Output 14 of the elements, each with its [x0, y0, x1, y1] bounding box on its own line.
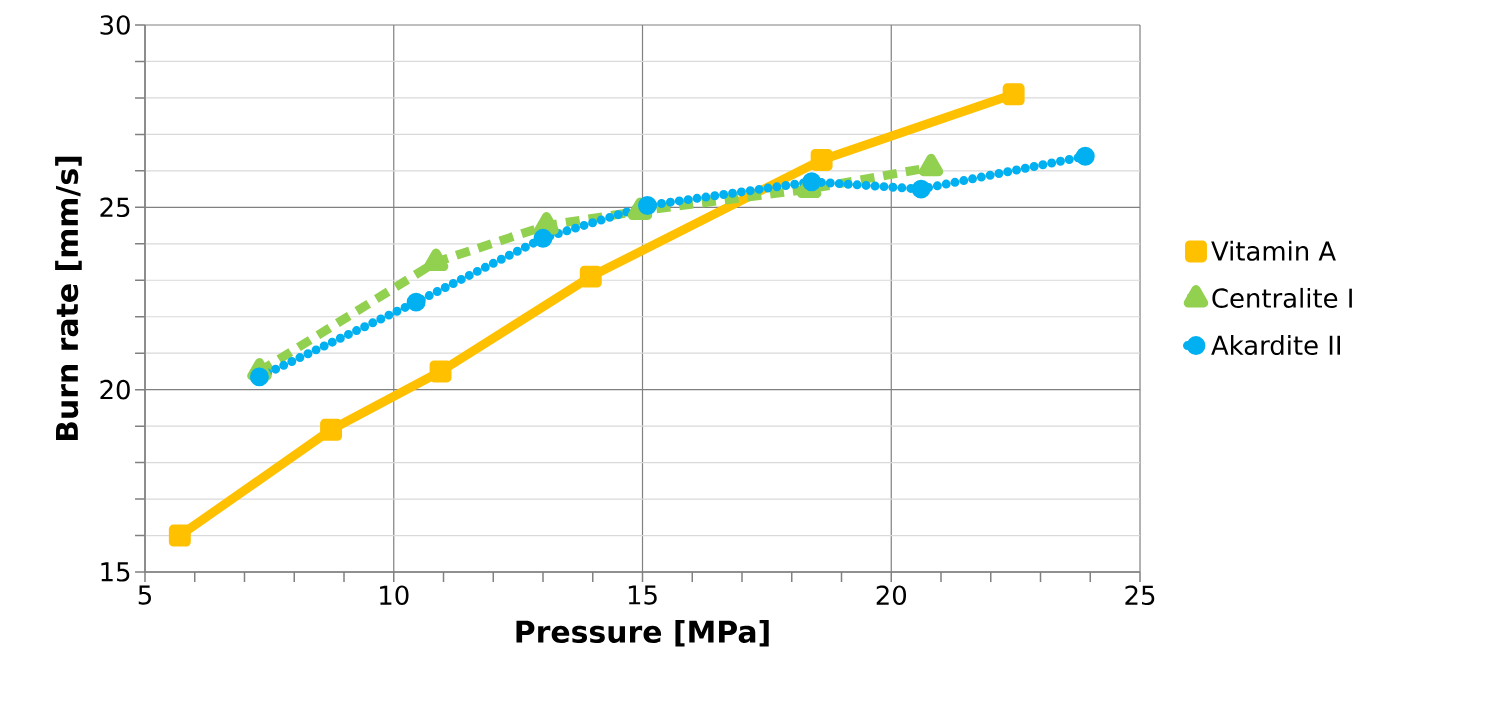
- x-tick-label: 5: [138, 585, 151, 605]
- y-tick-label: 30: [100, 15, 130, 35]
- y-axis-title: Burn rate [mm/s]: [55, 156, 82, 441]
- y-tick-label: 25: [100, 197, 130, 218]
- y-tick-label: 15: [101, 562, 130, 582]
- legend-label: Akardite II: [1211, 334, 1340, 356]
- x-axis-title: Pressure [MPa]: [516, 619, 769, 647]
- x-tick-label: 25: [1125, 585, 1155, 606]
- y-tick-label: 20: [100, 379, 130, 400]
- legend-label: Vitamin A: [1211, 240, 1336, 261]
- x-tick-label: 15: [628, 585, 657, 605]
- x-tick-label: 10: [380, 585, 409, 606]
- legend-label: Centralite I: [1212, 287, 1352, 308]
- x-tick-label: 20: [876, 585, 907, 606]
